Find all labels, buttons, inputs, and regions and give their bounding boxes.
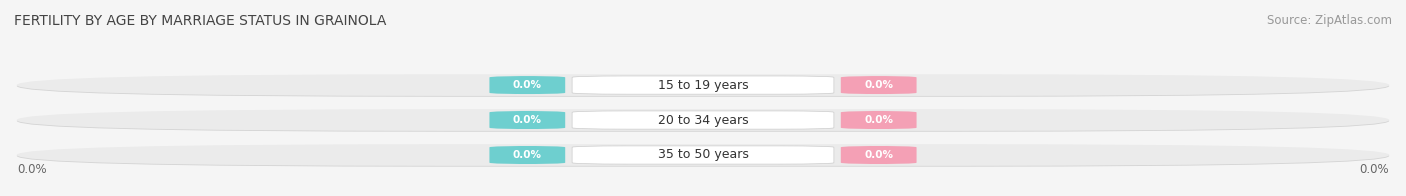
FancyBboxPatch shape — [841, 76, 917, 94]
FancyBboxPatch shape — [489, 76, 565, 94]
Text: 0.0%: 0.0% — [865, 150, 893, 160]
Text: 0.0%: 0.0% — [17, 163, 46, 176]
Text: Source: ZipAtlas.com: Source: ZipAtlas.com — [1267, 14, 1392, 27]
FancyBboxPatch shape — [841, 146, 917, 164]
FancyBboxPatch shape — [17, 109, 1389, 131]
Text: 0.0%: 0.0% — [865, 80, 893, 90]
Text: 0.0%: 0.0% — [513, 80, 541, 90]
Text: 35 to 50 years: 35 to 50 years — [658, 149, 748, 162]
Text: 15 to 19 years: 15 to 19 years — [658, 79, 748, 92]
FancyBboxPatch shape — [17, 145, 1389, 167]
FancyBboxPatch shape — [841, 111, 917, 129]
Text: FERTILITY BY AGE BY MARRIAGE STATUS IN GRAINOLA: FERTILITY BY AGE BY MARRIAGE STATUS IN G… — [14, 14, 387, 28]
FancyBboxPatch shape — [17, 74, 1389, 96]
FancyBboxPatch shape — [17, 144, 1389, 166]
FancyBboxPatch shape — [17, 75, 1389, 97]
Text: 0.0%: 0.0% — [513, 150, 541, 160]
Text: 0.0%: 0.0% — [1360, 163, 1389, 176]
Text: 0.0%: 0.0% — [513, 115, 541, 125]
Text: 0.0%: 0.0% — [865, 115, 893, 125]
FancyBboxPatch shape — [572, 76, 834, 94]
FancyBboxPatch shape — [17, 110, 1389, 132]
FancyBboxPatch shape — [489, 111, 565, 129]
FancyBboxPatch shape — [572, 111, 834, 129]
FancyBboxPatch shape — [572, 146, 834, 164]
FancyBboxPatch shape — [489, 146, 565, 164]
Text: 20 to 34 years: 20 to 34 years — [658, 113, 748, 127]
